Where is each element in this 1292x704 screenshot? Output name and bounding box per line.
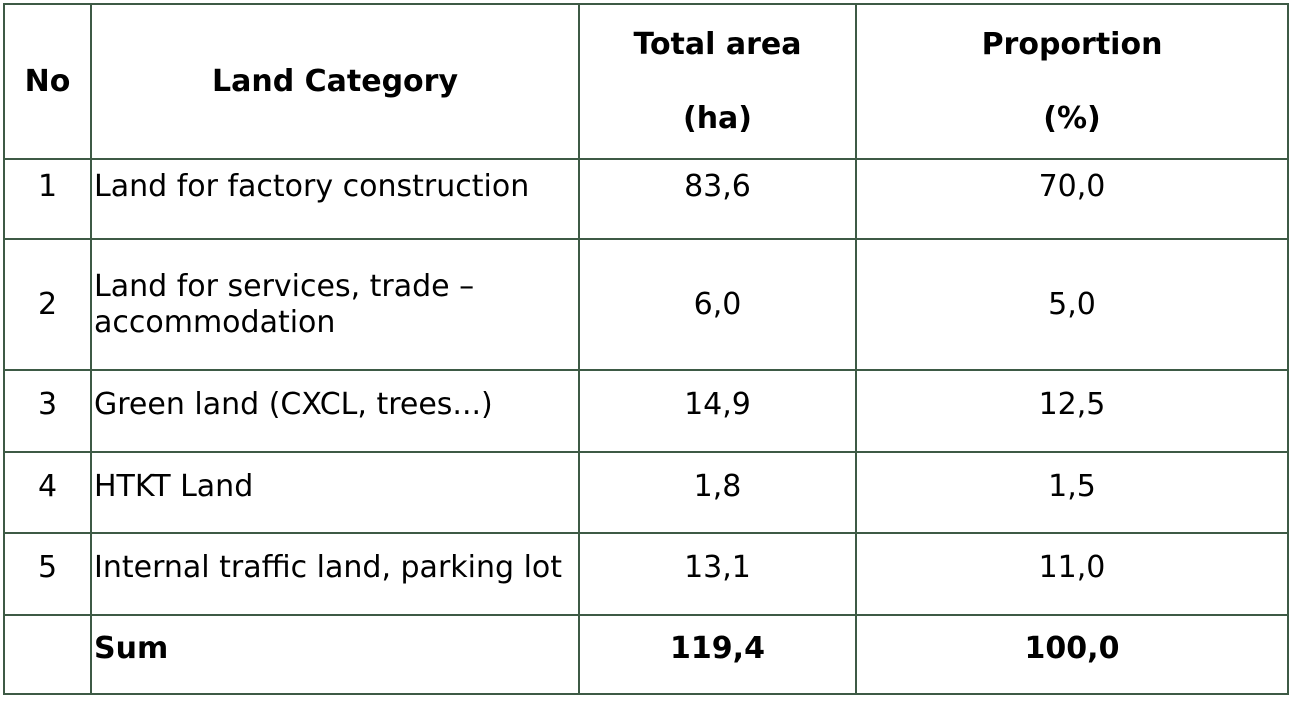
table-row: 2 Land for services, trade – accommodati…: [3, 238, 1289, 371]
row-proportion: 70,0: [855, 158, 1289, 240]
row-category-line2: accommodation: [94, 304, 336, 340]
table-row: 5 Internal traffic land, parking lot 13,…: [3, 532, 1289, 616]
header-proportion-label: Proportion: [981, 26, 1163, 62]
row-proportion: 11,0: [855, 532, 1289, 616]
row-total-area: 14,9: [578, 369, 857, 453]
row-number: 1: [3, 158, 92, 240]
row-number: 2: [3, 238, 92, 371]
table-row: 3 Green land (CXCL, trees...) 14,9 12,5: [3, 369, 1289, 453]
row-category: Land for factory construction: [90, 158, 580, 240]
header-total-area-unit: (ha): [682, 100, 753, 136]
sum-total-area: 119,4: [578, 614, 857, 695]
header-row: No Land Category Total area (ha) Proport…: [3, 3, 1289, 160]
row-number: 5: [3, 532, 92, 616]
header-total-area: Total area (ha): [578, 3, 857, 160]
row-total-area: 6,0: [578, 238, 857, 371]
row-category: Green land (CXCL, trees...): [90, 369, 580, 453]
header-proportion-unit: (%): [1043, 100, 1101, 136]
row-proportion: 1,5: [855, 451, 1289, 534]
sum-label: Sum: [90, 614, 580, 695]
row-proportion: 5,0: [855, 238, 1289, 371]
land-category-table: No Land Category Total area (ha) Proport…: [3, 3, 1289, 695]
row-number: 3: [3, 369, 92, 453]
row-category-line1: Land for services, trade –: [94, 268, 475, 304]
row-proportion: 12,5: [855, 369, 1289, 453]
header-proportion: Proportion (%): [855, 3, 1289, 160]
header-total-area-label: Total area: [633, 26, 802, 62]
sum-proportion: 100,0: [855, 614, 1289, 695]
header-category-label: Land Category: [211, 63, 459, 99]
row-category: HTKT Land: [90, 451, 580, 534]
row-category: Land for services, trade – accommodation: [90, 238, 580, 371]
sum-number-empty: [3, 614, 92, 695]
table-row: 4 HTKT Land 1,8 1,5: [3, 451, 1289, 534]
header-category: Land Category: [90, 3, 580, 160]
header-no-label: No: [24, 63, 71, 99]
row-category: Internal traffic land, parking lot: [90, 532, 580, 616]
row-total-area: 13,1: [578, 532, 857, 616]
sum-row: Sum 119,4 100,0: [3, 614, 1289, 695]
header-no: No: [3, 3, 92, 160]
row-total-area: 1,8: [578, 451, 857, 534]
row-number: 4: [3, 451, 92, 534]
row-total-area: 83,6: [578, 158, 857, 240]
table-row: 1 Land for factory construction 83,6 70,…: [3, 158, 1289, 240]
